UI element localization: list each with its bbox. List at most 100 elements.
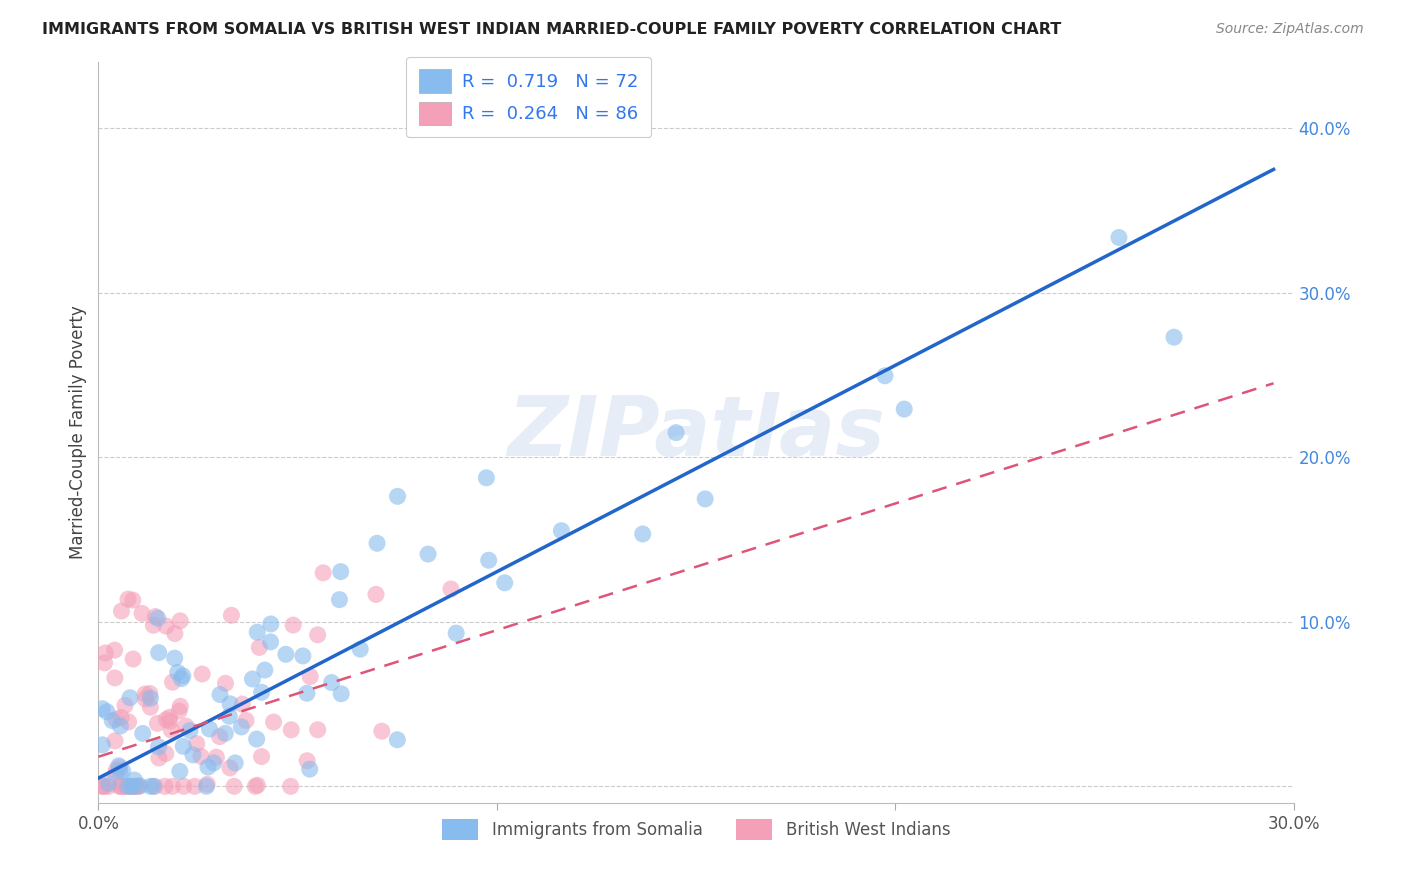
Point xyxy=(128,780,150,794)
Point xyxy=(143,780,166,794)
Point xyxy=(108,764,131,779)
Point xyxy=(631,527,654,541)
Point xyxy=(205,750,228,764)
Point xyxy=(250,749,273,764)
Point xyxy=(155,619,177,633)
Point xyxy=(91,780,114,794)
Point xyxy=(120,780,142,794)
Point xyxy=(118,780,141,794)
Point xyxy=(94,646,117,660)
Point xyxy=(104,734,127,748)
Text: ZIPatlas: ZIPatlas xyxy=(508,392,884,473)
Point xyxy=(148,646,170,660)
Legend: Immigrants from Somalia, British West Indians: Immigrants from Somalia, British West In… xyxy=(434,813,957,847)
Point xyxy=(110,710,132,724)
Point xyxy=(263,714,285,729)
Point xyxy=(97,776,120,790)
Point xyxy=(224,756,246,770)
Point xyxy=(142,618,165,632)
Point xyxy=(198,722,221,736)
Point xyxy=(247,640,270,655)
Point xyxy=(105,764,128,778)
Point xyxy=(162,675,184,690)
Point xyxy=(299,669,322,683)
Point xyxy=(366,536,388,550)
Point xyxy=(231,720,253,734)
Point xyxy=(873,368,896,383)
Point xyxy=(118,690,141,705)
Point xyxy=(274,648,297,662)
Point xyxy=(235,714,257,728)
Text: Source: ZipAtlas.com: Source: ZipAtlas.com xyxy=(1216,22,1364,37)
Point xyxy=(146,611,169,625)
Point xyxy=(190,749,212,764)
Point xyxy=(191,667,214,681)
Point xyxy=(160,723,183,737)
Point xyxy=(121,593,143,607)
Point xyxy=(120,780,142,794)
Point xyxy=(97,780,120,794)
Point xyxy=(142,780,165,794)
Point xyxy=(253,663,276,677)
Point xyxy=(169,764,191,779)
Point xyxy=(104,671,127,685)
Point xyxy=(245,780,267,794)
Point xyxy=(91,780,114,794)
Point xyxy=(202,756,225,770)
Point xyxy=(186,737,208,751)
Point xyxy=(218,709,240,723)
Point xyxy=(110,719,132,733)
Point xyxy=(91,701,114,715)
Point xyxy=(172,669,194,683)
Point xyxy=(387,489,409,503)
Point xyxy=(260,616,283,631)
Point xyxy=(162,780,184,794)
Point xyxy=(321,675,343,690)
Point xyxy=(246,778,269,792)
Point xyxy=(110,604,132,618)
Point xyxy=(197,760,219,774)
Point xyxy=(208,688,231,702)
Point xyxy=(114,698,136,713)
Point xyxy=(283,618,305,632)
Point xyxy=(169,699,191,714)
Point xyxy=(111,764,134,778)
Point xyxy=(1108,230,1130,244)
Point xyxy=(139,687,162,701)
Point xyxy=(122,652,145,666)
Point xyxy=(181,747,204,762)
Point xyxy=(124,772,146,787)
Point xyxy=(280,780,302,794)
Point xyxy=(371,724,394,739)
Point xyxy=(242,672,264,686)
Point xyxy=(163,651,186,665)
Point xyxy=(101,714,124,728)
Point xyxy=(298,762,321,776)
Point xyxy=(174,719,197,733)
Point xyxy=(117,780,139,794)
Point xyxy=(148,751,170,765)
Point xyxy=(364,587,387,601)
Point xyxy=(329,565,352,579)
Point xyxy=(307,628,329,642)
Point xyxy=(103,643,125,657)
Point xyxy=(169,614,191,628)
Point xyxy=(134,687,156,701)
Point xyxy=(170,672,193,686)
Point xyxy=(163,626,186,640)
Point xyxy=(222,780,245,794)
Point xyxy=(114,780,136,794)
Point xyxy=(96,705,118,719)
Point xyxy=(125,780,148,794)
Point xyxy=(128,779,150,793)
Point xyxy=(295,754,318,768)
Point xyxy=(110,780,132,794)
Point xyxy=(183,780,205,794)
Point xyxy=(122,780,145,794)
Point xyxy=(134,691,156,706)
Point xyxy=(250,685,273,699)
Point xyxy=(665,425,688,440)
Point xyxy=(117,714,139,729)
Point xyxy=(246,625,269,640)
Point xyxy=(93,780,115,794)
